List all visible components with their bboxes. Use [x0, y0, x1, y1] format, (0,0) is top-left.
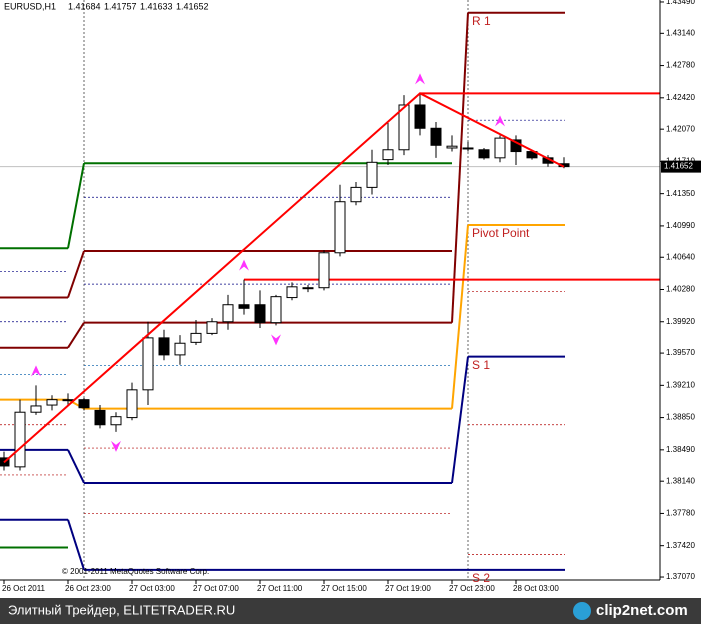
background — [0, 0, 701, 598]
x-tick-label: 27 Oct 03:00 — [129, 584, 175, 593]
x-tick-label: 26 Oct 23:00 — [65, 584, 111, 593]
candle-body — [110, 416, 122, 426]
level-transition — [67, 449, 85, 484]
header-open: 1.41684 — [68, 1, 101, 11]
candle-body — [334, 201, 346, 254]
y-tick-label: 1.43490 — [666, 0, 695, 6]
y-tick-label: 1.40280 — [666, 285, 695, 294]
candle-body — [430, 127, 442, 146]
level-transition — [451, 12, 469, 323]
y-tick-label: 1.42070 — [666, 124, 695, 133]
level-label: S 1 — [472, 358, 490, 372]
level-label: Pivot Point — [472, 226, 530, 240]
candle-body — [62, 399, 74, 402]
footer-text: Элитный Трейдер, ELITETRADER.RU — [8, 602, 235, 617]
y-tick-label: 1.39920 — [666, 317, 695, 326]
candle-body — [94, 409, 106, 426]
y-tick-label: 1.42420 — [666, 93, 695, 102]
candle-body — [142, 337, 154, 391]
candle-body — [414, 104, 426, 129]
candle-body — [206, 321, 218, 334]
level-transition — [67, 163, 85, 249]
candle-body — [222, 304, 234, 323]
candle-body — [366, 161, 378, 188]
candle-body — [30, 405, 42, 413]
candle-body — [78, 399, 90, 409]
candle-body — [254, 304, 266, 324]
x-tick-label: 28 Oct 03:00 — [513, 584, 559, 593]
y-tick-label: 1.37070 — [666, 572, 695, 581]
candle-body — [398, 104, 410, 151]
y-tick-label: 1.40640 — [666, 252, 695, 261]
level-transition — [67, 519, 85, 571]
level-label: R 1 — [472, 14, 491, 28]
fractal-up — [31, 365, 41, 377]
plot-area — [0, 0, 660, 580]
candle-body — [494, 137, 506, 159]
y-tick-label: 1.37420 — [666, 541, 695, 550]
candle-body — [158, 337, 170, 356]
level-transition — [67, 250, 85, 298]
current-price-label: 1.41652 — [664, 162, 693, 171]
candle-body — [318, 252, 330, 289]
x-tick-label: 27 Oct 11:00 — [257, 584, 303, 593]
y-tick-label: 1.38490 — [666, 445, 695, 454]
x-tick-label: 27 Oct 23:00 — [449, 584, 495, 593]
level-transition — [451, 224, 469, 409]
fractal-up — [239, 259, 249, 271]
y-tick-label: 1.42780 — [666, 61, 695, 70]
copyright: © 2001-2011 MetaQuotes Software Corp. — [62, 567, 209, 576]
y-tick-label: 1.41350 — [666, 189, 695, 198]
y-tick-label: 1.39570 — [666, 348, 695, 357]
candle-body — [286, 286, 298, 299]
x-tick-label: 27 Oct 15:00 — [321, 584, 367, 593]
candle-body — [270, 296, 282, 324]
logo-icon — [573, 602, 591, 620]
header-high: 1.41757 — [104, 1, 137, 11]
logo-text[interactable]: clip2net.com — [596, 602, 688, 619]
candle-body — [174, 342, 186, 356]
symbol-title: EURUSD,H1 — [4, 1, 56, 11]
y-tick-label: 1.37780 — [666, 509, 695, 518]
y-tick-label: 1.38850 — [666, 413, 695, 422]
candle-body — [478, 149, 490, 159]
y-tick-label: 1.43140 — [666, 28, 695, 37]
candle-body — [446, 145, 458, 149]
level-transition — [451, 356, 469, 484]
candle-body — [382, 149, 394, 161]
current-price-box — [661, 160, 701, 173]
candle-body — [46, 399, 58, 406]
candle-body — [14, 411, 26, 468]
candle-body — [462, 147, 474, 150]
fractal-up — [415, 73, 425, 85]
y-tick-label: 1.39210 — [666, 380, 695, 389]
x-tick-label: 26 Oct 2011 — [2, 584, 46, 593]
level-transition — [67, 322, 85, 349]
fractal-up — [495, 115, 505, 127]
candle-body — [190, 332, 202, 343]
y-tick-label: 1.38140 — [666, 476, 695, 485]
zigzag — [3, 92, 565, 464]
candle-body — [126, 389, 138, 419]
candle-body — [238, 304, 250, 309]
candle-body — [350, 186, 362, 203]
fractal-down — [271, 334, 281, 346]
y-tick-label: 1.40990 — [666, 221, 695, 230]
header-close: 1.41652 — [176, 1, 209, 11]
x-tick-label: 27 Oct 07:00 — [193, 584, 239, 593]
fractal-down — [111, 440, 121, 452]
x-tick-label: 27 Oct 19:00 — [385, 584, 431, 593]
candle-body — [302, 287, 314, 290]
header-low: 1.41633 — [140, 1, 173, 11]
level-label: S 2 — [472, 571, 490, 585]
